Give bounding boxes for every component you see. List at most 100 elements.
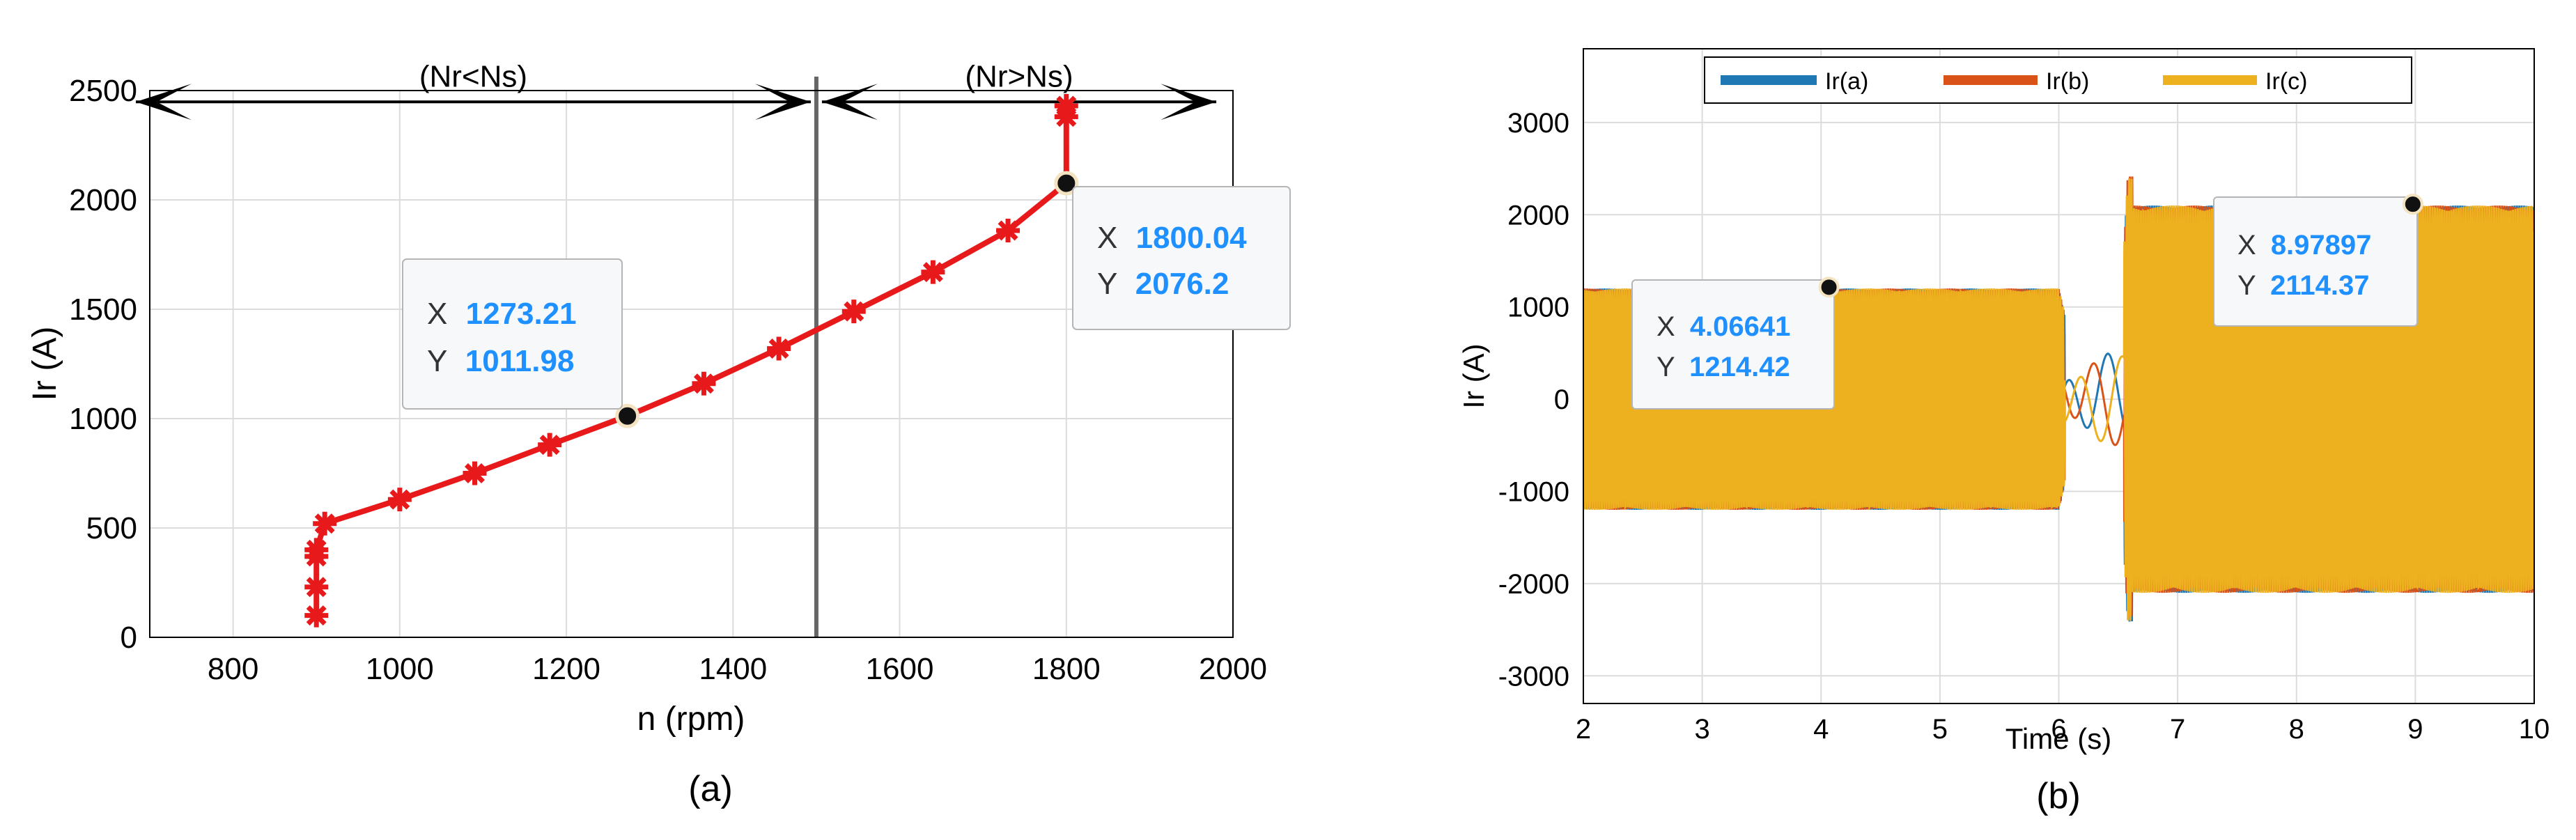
svg-text:X 1800.04: X 1800.04 — [1097, 221, 1247, 255]
datatip-y-value: 1214.42 — [1689, 352, 1790, 382]
datatip-box — [2213, 196, 2418, 327]
panel-b: 2 3 4 5 6 7 8 9 10 -3000 -2000 -1000 0 1000 2000 3000 I… — [1457, 48, 2550, 816]
panel-caption-a: (a) — [688, 769, 733, 809]
data-point — [841, 300, 866, 324]
y-tick-label: 2000 — [69, 183, 137, 217]
svg-text:Y 2114.37: Y 2114.37 — [2237, 270, 2369, 301]
datatip-y-value: 2076.2 — [1135, 267, 1229, 301]
x-tick-label: 1600 — [866, 652, 934, 686]
x-axis-label-a: n (rpm) — [637, 701, 745, 738]
y-tick-label: -1000 — [1498, 476, 1569, 507]
x-axis-label-b: Time (s) — [2005, 722, 2111, 755]
arrowhead-right-inner — [821, 84, 878, 120]
datatip-a1[interactable]: X 1273.21 Y 1011.98 — [402, 258, 640, 428]
datatip-x-label: X — [427, 297, 447, 331]
datatip-box — [1072, 186, 1291, 330]
y-tick-label: 500 — [86, 511, 137, 545]
x-tick-label: 1200 — [532, 652, 600, 686]
x-tick-label: 7 — [2170, 714, 2185, 745]
series-a — [304, 93, 1078, 628]
x-tick-label: 4 — [1813, 714, 1829, 745]
datatip-box — [1631, 279, 1835, 410]
x-tick-label: 3 — [1695, 714, 1710, 745]
data-point — [463, 461, 487, 485]
datatip-x-value: 1800.04 — [1136, 221, 1248, 255]
x-tick-label: 10 — [2519, 714, 2550, 745]
axes-frame-a — [149, 90, 1234, 638]
legend-label-ir-a: Ir(a) — [1825, 68, 1868, 95]
y-tick-label: 2500 — [69, 74, 137, 108]
datatip-y-label: Y — [2237, 270, 2256, 301]
legend-box — [1704, 56, 2412, 104]
y-tick-label: 0 — [121, 621, 137, 655]
data-point — [304, 575, 329, 599]
data-point — [387, 488, 412, 512]
panel-a: 800 1000 1200 1400 1600 1800 2000 0 500 1000 1500 2… — [26, 59, 1291, 809]
data-point — [313, 511, 337, 536]
arrowhead-left-inner — [754, 84, 811, 120]
y-tick-label: -2000 — [1498, 569, 1569, 600]
datatip-b1[interactable]: X 4.06641 Y 1214.42 — [1631, 277, 1840, 410]
x-tick-label: 9 — [2407, 714, 2423, 745]
x-tick-label: 2 — [1576, 714, 1591, 745]
y-axis-label-a: Ir (A) — [26, 327, 63, 401]
datatip-marker — [615, 403, 640, 428]
y-axis-label-b: Ir (A) — [1457, 343, 1490, 408]
datatip-b2[interactable]: X 8.97897 Y 2114.37 — [2213, 194, 2423, 327]
datatip-y-label: Y — [427, 344, 447, 378]
data-point — [767, 336, 791, 361]
data-point — [921, 260, 945, 284]
x-tick-label: 1400 — [699, 652, 767, 686]
ticks-b: 2 3 4 5 6 7 8 9 10 -3000 -2000 -1000 0 1000 2000 3000 — [1498, 108, 2550, 745]
arrowhead-left-outer — [136, 84, 192, 120]
x-tick-label: 800 — [208, 652, 258, 686]
datatip-x-label: X — [2237, 230, 2256, 260]
legend-label-ir-c: Ir(c) — [2265, 68, 2307, 95]
datatip-marker — [1818, 277, 1840, 298]
svg-text:Y 2076.2: Y 2076.2 — [1097, 267, 1229, 301]
x-tick-label: 1000 — [366, 652, 434, 686]
data-point — [692, 371, 716, 396]
datatip-box — [402, 258, 623, 410]
x-tick-label: 2000 — [1199, 652, 1267, 686]
datatip-marker — [2402, 194, 2423, 215]
y-tick-label: -3000 — [1498, 661, 1569, 692]
panel-caption-b: (b) — [2036, 776, 2081, 816]
arrowhead-right-outer — [1161, 84, 1217, 120]
datatip-marker — [1054, 171, 1079, 196]
legend-label-ir-b: Ir(b) — [2046, 68, 2089, 95]
y-tick-label: 1000 — [69, 402, 137, 436]
y-tick-label: 0 — [1554, 384, 1569, 415]
data-point — [996, 218, 1021, 242]
legend-b: Ir(a) Ir(b) Ir(c) — [1704, 56, 2412, 104]
datatip-x-value: 8.97897 — [2271, 230, 2372, 260]
data-point — [538, 433, 562, 457]
svg-text:X 8.97897: X 8.97897 — [2237, 230, 2371, 260]
svg-text:Y 1011.98: Y 1011.98 — [427, 344, 574, 378]
x-tick-label: 8 — [2289, 714, 2304, 745]
axes-frame-b — [1583, 48, 2535, 704]
datatip-y-label: Y — [1656, 352, 1675, 382]
x-tick-label: 1800 — [1032, 652, 1101, 686]
datatip-y-value: 1011.98 — [465, 344, 575, 378]
annotation-nr-lt-ns: (Nr<Ns) — [419, 59, 527, 93]
datatip-x-value: 1273.21 — [466, 297, 577, 331]
y-tick-label: 3000 — [1507, 108, 1569, 139]
x-tick-label: 6 — [2051, 714, 2066, 745]
data-point — [304, 538, 329, 562]
x-tick-label: 5 — [1932, 714, 1948, 745]
datatip-x-value: 4.06641 — [1690, 311, 1791, 342]
datatip-y-label: Y — [1097, 267, 1117, 301]
svg-text:Y 1214.42: Y 1214.42 — [1656, 352, 1790, 382]
svg-text:X 1273.21: X 1273.21 — [427, 297, 577, 331]
data-point — [304, 603, 329, 628]
y-tick-label: 1000 — [1507, 293, 1569, 323]
datatip-y-value: 2114.37 — [2270, 270, 2369, 301]
data-point — [1054, 93, 1078, 118]
annotation-nr-gt-ns: (Nr>Ns) — [965, 59, 1073, 93]
datatip-x-label: X — [1656, 311, 1675, 342]
region-arrows: (Nr<Ns) (Nr>Ns) — [136, 59, 1217, 120]
svg-text:X 4.06641: X 4.06641 — [1656, 311, 1790, 342]
datatip-a2[interactable]: X 1800.04 Y 2076.2 — [1054, 171, 1291, 330]
